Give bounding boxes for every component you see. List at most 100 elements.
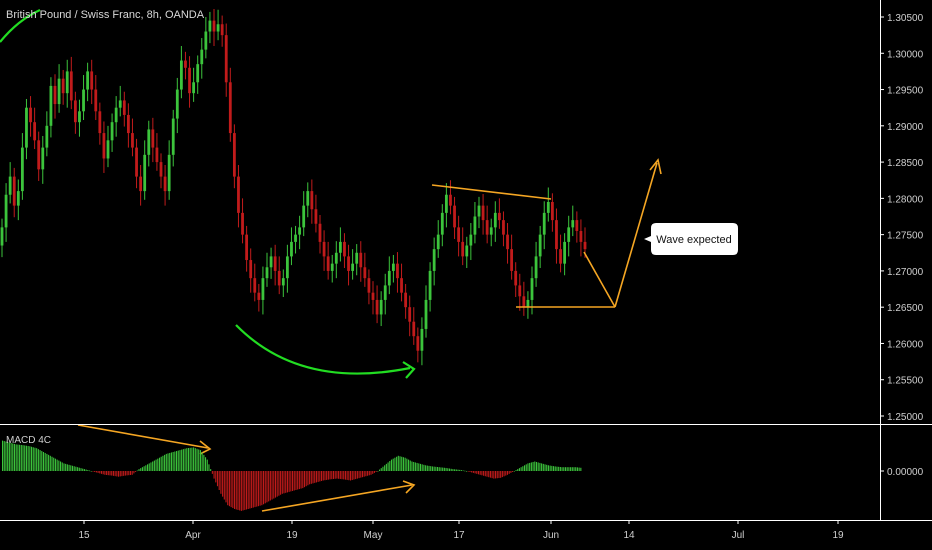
macd-bar	[367, 471, 369, 476]
candle-body	[461, 241, 465, 257]
candle-body	[110, 122, 114, 141]
macd-bar	[162, 455, 164, 471]
macd-bar	[525, 464, 527, 471]
macd-bar	[326, 471, 328, 480]
candle-body	[436, 234, 440, 250]
macd-bar	[546, 464, 548, 471]
macd-bar	[25, 445, 27, 471]
macd-bar	[274, 471, 277, 498]
macd-bar	[489, 471, 491, 478]
macd-bar	[201, 452, 203, 471]
candle-body	[322, 241, 326, 257]
green-curve-arrowhead	[402, 361, 416, 379]
candle-body	[69, 71, 73, 101]
candle-body	[249, 260, 253, 279]
candle-body	[363, 267, 367, 279]
candle-body	[583, 241, 587, 250]
candle-body	[326, 256, 330, 271]
macd-bar	[121, 471, 123, 477]
macd-bar	[141, 467, 143, 471]
candle-body	[302, 205, 306, 228]
candle-body	[20, 147, 24, 192]
macd-bar	[111, 471, 113, 476]
macd-bar	[506, 471, 509, 475]
candle-body	[90, 71, 94, 90]
macd-bar	[457, 469, 459, 471]
macd-bar	[373, 471, 375, 473]
macd-bar	[107, 471, 109, 476]
macd-bar	[426, 465, 428, 471]
macd-bar	[389, 461, 391, 471]
macd-bar	[462, 470, 464, 472]
macd-bar	[73, 466, 75, 471]
macd-bar	[41, 451, 43, 471]
macd-bar	[100, 471, 103, 474]
candle-body	[343, 241, 346, 257]
candle-body	[510, 249, 514, 271]
candle-body	[444, 194, 448, 213]
y-tick-label: 1.28500	[887, 158, 924, 169]
candle-body	[245, 234, 249, 261]
macd-bar	[455, 469, 457, 471]
macd-bar	[5, 441, 7, 471]
macd-bar	[133, 471, 135, 474]
y-tick-label: 1.28000	[887, 194, 924, 205]
macd-bar	[387, 462, 389, 471]
macd-bar	[48, 454, 50, 471]
macd-bar	[44, 452, 46, 471]
macd-bar	[339, 471, 341, 479]
macd-bar	[414, 462, 416, 471]
y-tick-label: 1.29000	[887, 122, 924, 133]
macd-bar	[256, 471, 258, 507]
macd-bar	[24, 445, 26, 471]
macd-bar	[435, 466, 437, 471]
macd-bar	[176, 451, 178, 471]
macd-bar	[571, 467, 573, 471]
macd-bar	[140, 468, 142, 471]
candle-body	[281, 278, 285, 286]
candle-body	[86, 71, 90, 90]
macd-bar	[94, 471, 96, 472]
macd-bar	[266, 471, 268, 503]
candle-body	[550, 201, 554, 221]
candles-layer	[0, 9, 587, 366]
macd-bar	[452, 469, 454, 471]
macd-bar	[293, 471, 295, 491]
macd-bar	[32, 447, 34, 471]
orange-upper-line	[431, 184, 552, 200]
candle-body	[94, 89, 98, 112]
candle-body	[375, 299, 379, 315]
macd-bar	[421, 464, 423, 471]
macd-bar	[218, 471, 220, 490]
macd-bar	[65, 463, 67, 471]
macd-bar	[479, 471, 481, 475]
macd-bar	[7, 442, 9, 471]
macd-bar	[310, 471, 312, 484]
macd-bar	[541, 463, 543, 471]
macd-zero-label: 0.00000	[887, 467, 924, 478]
macd-bar	[78, 467, 80, 471]
macd-bar	[361, 471, 364, 478]
wave-expected-callout[interactable]: Wave expected	[644, 223, 738, 255]
macd-bar	[225, 471, 227, 503]
macd-bar	[261, 471, 263, 506]
macd-bar	[329, 471, 331, 480]
macd-bar	[530, 462, 532, 471]
candle-body	[559, 249, 562, 264]
macd-bar	[500, 471, 502, 478]
candle-body	[216, 24, 220, 32]
candle-body	[294, 234, 297, 242]
macd-bar	[170, 452, 172, 471]
candle-body	[330, 263, 334, 271]
macd-bar	[576, 467, 578, 471]
macd-bar	[568, 467, 570, 471]
macd-bar	[123, 471, 125, 476]
macd-bar	[448, 468, 451, 471]
candle-body	[514, 270, 518, 286]
macd-bar	[58, 460, 60, 471]
candle-body	[269, 256, 273, 268]
macd-bar	[317, 471, 319, 482]
candle-body	[396, 263, 399, 279]
macd-bar	[80, 468, 82, 471]
